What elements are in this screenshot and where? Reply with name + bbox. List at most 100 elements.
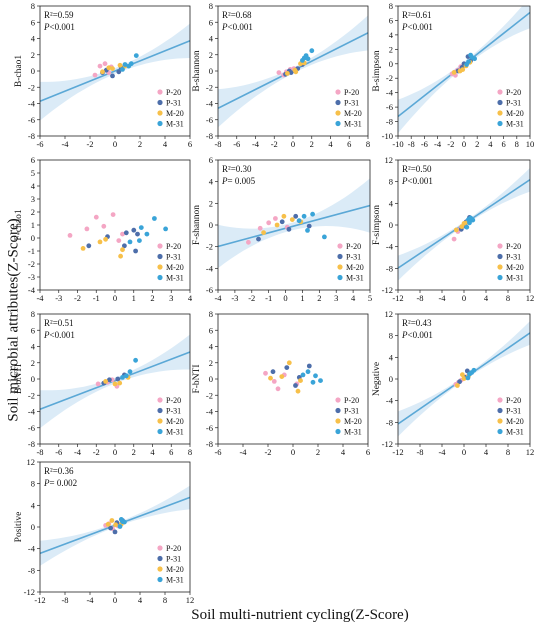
- y-axis-title: Soil microbial attributes(Z-Score): [6, 190, 22, 450]
- data-point: [460, 372, 465, 378]
- legend-marker: [157, 89, 163, 95]
- x-tick-label: 6: [501, 139, 505, 149]
- panel-ylabel: Negative: [372, 362, 382, 396]
- data-point: [101, 223, 107, 229]
- y-tick-label: 0: [31, 66, 35, 76]
- y-tick-label: 2: [209, 50, 213, 60]
- x-tick-label: 4: [163, 139, 168, 149]
- x-tick-label: 3: [169, 293, 173, 303]
- legend-label: P-20: [506, 242, 521, 251]
- p-value-label: P<0.001: [401, 176, 433, 186]
- y-tick-label: 0: [31, 374, 35, 384]
- legend-marker: [497, 110, 503, 116]
- x-tick-label: 12: [186, 595, 195, 605]
- x-tick-label: 8: [506, 447, 510, 457]
- y-tick-label: 8: [389, 1, 393, 11]
- regression-line: [40, 40, 190, 102]
- legend-label: P-20: [166, 88, 181, 97]
- legend-marker: [337, 253, 343, 260]
- data-point: [144, 231, 150, 237]
- panel-4: -4 -3 -2 -1 0 1 2 3 4 -4 -3 -2 -1 0 1 2 3 4 5 6 F-chao1 P-20 P…: [14, 155, 193, 303]
- data-point: [163, 226, 169, 232]
- x-tick-label: 6: [347, 139, 351, 149]
- data-point: [281, 213, 287, 219]
- y-tick-label: 4: [209, 34, 214, 44]
- data-point: [112, 381, 118, 387]
- y-tick-label: -2: [28, 82, 35, 92]
- r2-label: R²=0.36: [44, 466, 74, 476]
- x-tick-label: 2: [475, 139, 479, 149]
- x-tick-label: 12: [526, 447, 535, 457]
- data-point: [310, 379, 316, 385]
- data-point: [118, 253, 123, 259]
- p-symbol: P: [401, 330, 408, 340]
- x-tick-label: 8: [163, 595, 167, 605]
- y-tick-label: -2: [206, 82, 213, 92]
- x-tick-label: 4: [328, 139, 333, 149]
- data-point: [115, 376, 121, 382]
- y-tick-label: 8: [209, 309, 213, 319]
- legend-marker: [335, 428, 341, 435]
- y-tick-label: 8: [31, 309, 35, 319]
- x-axis-title: Soil multi-nutrient cycling(Z-Score): [191, 607, 409, 623]
- x-tick-label: -1: [93, 293, 100, 303]
- data-point: [464, 224, 470, 230]
- x-tick-label: -12: [392, 293, 403, 303]
- legend-marker: [497, 418, 503, 424]
- data-point: [293, 69, 299, 75]
- x-tick-label: -3: [55, 293, 62, 303]
- data-point: [92, 72, 98, 78]
- data-point: [117, 62, 123, 68]
- legend-label: P-20: [344, 396, 359, 405]
- data-point: [261, 230, 266, 236]
- legend-label: M-20: [344, 109, 362, 118]
- data-point: [263, 370, 268, 376]
- legend-marker: [497, 428, 503, 435]
- legend-label: M-31: [166, 274, 184, 283]
- x-tick-label: 0: [113, 447, 117, 457]
- data-point: [274, 222, 280, 228]
- data-point: [461, 221, 467, 226]
- panel-3: -10 -8 -6 -4 -2 0 2 4 6 8 10-10-8-6-4-202468B-simp…: [372, 1, 534, 149]
- legend-label: P-31: [506, 99, 521, 108]
- legend-label: M-20: [166, 109, 184, 118]
- y-tick-label: 6: [209, 325, 213, 335]
- x-tick-label: -2: [93, 447, 100, 457]
- legend-label: M-20: [166, 565, 184, 574]
- x-tick-label: 1: [132, 293, 136, 303]
- y-tick-label: -12: [382, 439, 393, 449]
- legend-label: M-20: [506, 109, 524, 118]
- x-tick-label: 1: [300, 293, 304, 303]
- panel-ylabel: F-bNTI: [192, 364, 202, 393]
- legend-marker: [157, 407, 163, 414]
- x-tick-label: 4: [484, 293, 489, 303]
- y-tick-label: -6: [28, 423, 35, 433]
- y-tick-label: -12: [382, 285, 393, 295]
- x-tick-label: 0: [462, 293, 466, 303]
- panel-ylabel: B-bNTI: [14, 364, 24, 394]
- y-axis-title-text: Soil microbial attributes(Z-Score): [5, 218, 22, 422]
- y-tick-label: 12: [385, 155, 394, 165]
- legend-label: P-31: [166, 555, 181, 564]
- data-point: [93, 214, 99, 220]
- data-point: [470, 217, 476, 223]
- legend-label: M-20: [506, 263, 524, 272]
- x-tick-label: -3: [231, 293, 238, 303]
- y-tick-label: -8: [206, 131, 213, 141]
- data-point: [67, 233, 73, 238]
- data-point: [286, 360, 292, 366]
- confidence-band: [40, 23, 190, 121]
- data-point: [279, 374, 285, 379]
- p-value: <0.001: [50, 330, 75, 340]
- data-point: [289, 217, 295, 223]
- x-tick-label: -1: [265, 293, 272, 303]
- legend-marker: [157, 243, 163, 249]
- legend-marker: [335, 418, 341, 424]
- y-tick-label: -1: [28, 246, 35, 256]
- y-tick-label: -6: [206, 115, 213, 125]
- x-tick-label: 8: [366, 139, 370, 149]
- data-point: [467, 220, 472, 226]
- y-tick-label: -2: [28, 259, 35, 269]
- y-tick-label: -6: [206, 285, 213, 295]
